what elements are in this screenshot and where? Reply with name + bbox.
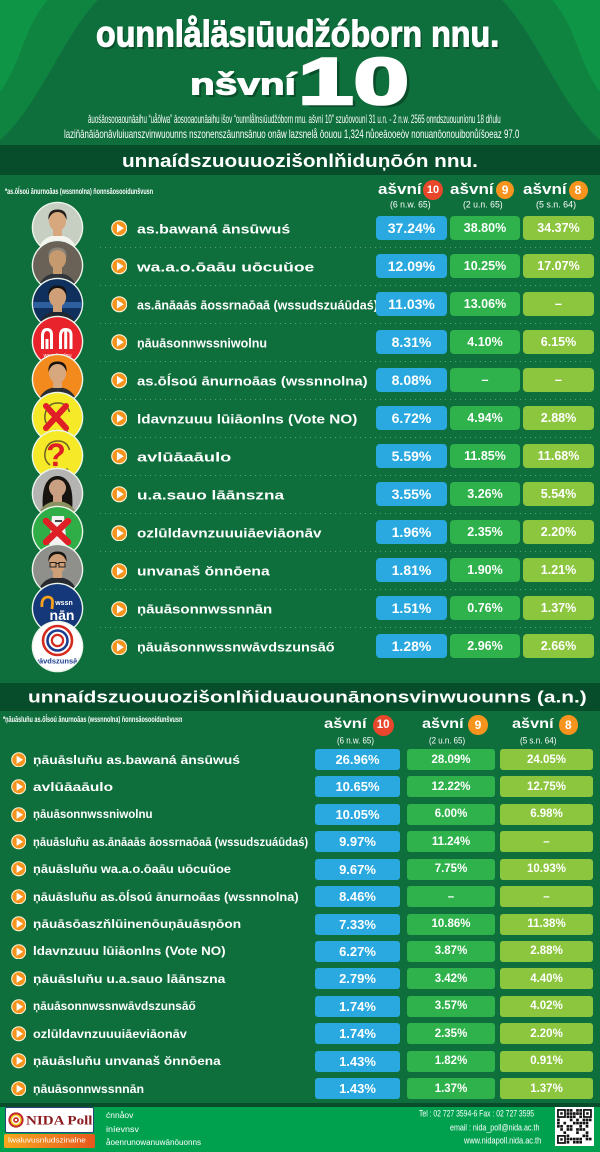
svg-text:?: ?	[46, 437, 66, 473]
svg-text:wssn: wssn	[54, 600, 73, 607]
svg-text:wāvdszunsāő: wāvdszunsāő	[32, 656, 82, 665]
svg-text:nān: nān	[49, 607, 74, 623]
